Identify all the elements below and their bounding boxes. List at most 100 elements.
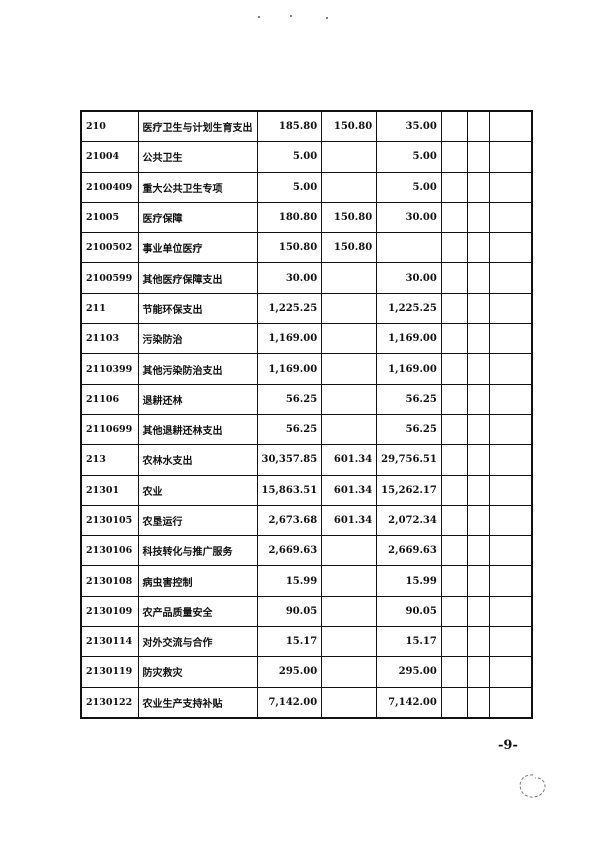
project-cell <box>376 232 442 264</box>
name-cell: 退耕还林 <box>137 383 258 415</box>
total-cell: 1,225.25 <box>256 292 323 325</box>
empty-cell <box>440 686 468 719</box>
empty-cell <box>466 413 490 446</box>
total-cell: 150.80 <box>256 232 323 264</box>
total-cell: 2,669.63 <box>256 535 323 567</box>
basic-cell: 601.34 <box>321 474 378 506</box>
table-row: 2130122 农业生产支持补贴 7,142.00 7,142.00 <box>80 686 533 719</box>
name-cell: 其他退耕还林支出 <box>137 413 258 446</box>
table-row: 2110699 其他退耕还林支出 56.25 56.25 <box>80 413 533 446</box>
table-row: 2130114 对外交流与合作 15.17 15.17 <box>80 626 533 658</box>
code-cell: 2100599 <box>80 262 139 294</box>
code-cell: 2130114 <box>80 626 139 658</box>
total-cell: 1,169.00 <box>256 353 323 385</box>
code-cell: 2130109 <box>80 595 139 628</box>
basic-cell: 150.80 <box>321 110 378 143</box>
project-cell: 35.00 <box>376 110 442 143</box>
table-row: 2130109 农产品质量安全 90.05 90.05 <box>80 595 533 628</box>
basic-cell: 601.34 <box>321 504 378 537</box>
basic-cell <box>321 292 378 325</box>
empty-cell <box>440 262 468 294</box>
empty-cell <box>440 383 468 415</box>
name-cell: 农垦运行 <box>137 504 258 537</box>
project-cell: 1,225.25 <box>376 292 442 325</box>
empty-cell <box>488 383 533 415</box>
table-row: 2100502 事业单位医疗 150.80 150.80 <box>80 232 533 264</box>
table-row: 2100599 其他医疗保障支出 30.00 30.00 <box>80 262 533 294</box>
empty-cell <box>488 141 533 173</box>
name-cell: 对外交流与合作 <box>137 626 258 658</box>
name-cell: 防灾救灾 <box>137 656 258 688</box>
empty-cell <box>488 292 533 325</box>
code-cell: 210 <box>80 110 139 143</box>
empty-cell <box>466 474 490 506</box>
empty-cell <box>440 353 468 385</box>
empty-cell <box>466 383 490 415</box>
project-cell: 30.00 <box>376 262 442 294</box>
total-cell: 7,142.00 <box>256 686 323 719</box>
basic-cell <box>321 413 378 446</box>
table-row: 210 医疗卫生与计划生育支出 185.80 150.80 35.00 <box>80 110 533 143</box>
total-cell: 2,673.68 <box>256 504 323 537</box>
empty-cell <box>466 171 490 203</box>
code-cell: 2110699 <box>80 413 139 446</box>
empty-cell <box>466 504 490 537</box>
empty-cell <box>440 110 468 143</box>
code-cell: 21103 <box>80 323 139 355</box>
code-cell: 2130108 <box>80 565 139 597</box>
name-cell: 其他医疗保障支出 <box>137 262 258 294</box>
name-cell: 节能环保支出 <box>137 292 258 325</box>
project-cell: 56.25 <box>376 383 442 415</box>
code-cell: 2110399 <box>80 353 139 385</box>
budget-table: 210 医疗卫生与计划生育支出 185.80 150.80 35.00 21004 公共卫生… <box>80 110 534 719</box>
project-cell: 56.25 <box>376 413 442 446</box>
empty-cell <box>440 171 468 203</box>
empty-cell <box>440 474 468 506</box>
basic-cell: 601.34 <box>321 444 378 476</box>
total-cell: 90.05 <box>256 595 323 628</box>
empty-cell <box>466 444 490 476</box>
basic-cell <box>321 686 378 719</box>
table-row: 21004 公共卫生 5.00 5.00 <box>80 141 533 173</box>
basic-cell <box>321 262 378 294</box>
project-cell: 15,262.17 <box>376 474 442 506</box>
empty-cell <box>488 232 533 264</box>
table-row: 2130105 农垦运行 2,673.68 601.34 2,072.34 <box>80 504 533 537</box>
name-cell: 医疗卫生与计划生育支出 <box>137 110 258 143</box>
code-cell: 21004 <box>80 141 139 173</box>
empty-cell <box>466 656 490 688</box>
code-cell: 2130122 <box>80 686 139 719</box>
empty-cell <box>488 656 533 688</box>
empty-cell <box>488 323 533 355</box>
total-cell: 5.00 <box>256 171 323 203</box>
empty-cell <box>440 413 468 446</box>
name-cell: 农业生产支持补贴 <box>137 686 258 719</box>
empty-cell <box>466 201 490 234</box>
table-row: 21103 污染防治 1,169.00 1,169.00 <box>80 323 533 355</box>
empty-cell <box>488 535 533 567</box>
total-cell: 295.00 <box>256 656 323 688</box>
project-cell: 1,169.00 <box>376 353 442 385</box>
empty-cell <box>440 626 468 658</box>
empty-cell <box>488 201 533 234</box>
empty-cell <box>488 626 533 658</box>
table-row: 21106 退耕还林 56.25 56.25 <box>80 383 533 415</box>
basic-cell <box>321 353 378 385</box>
scribble-mark <box>519 774 546 798</box>
table-row: 2100409 重大公共卫生专项 5.00 5.00 <box>80 171 533 203</box>
empty-cell <box>466 110 490 143</box>
total-cell: 1,169.00 <box>256 323 323 355</box>
code-cell: 21301 <box>80 474 139 506</box>
empty-cell <box>440 323 468 355</box>
total-cell: 30.00 <box>256 262 323 294</box>
page-number: -9- <box>498 738 518 753</box>
empty-cell <box>440 656 468 688</box>
project-cell: 2,669.63 <box>376 535 442 567</box>
empty-cell <box>488 171 533 203</box>
code-cell: 211 <box>80 292 139 325</box>
project-cell: 7,142.00 <box>376 686 442 719</box>
name-cell: 医疗保障 <box>137 201 258 234</box>
name-cell: 科技转化与推广服务 <box>137 535 258 567</box>
basic-cell <box>321 141 378 173</box>
table-row: 2130119 防灾救灾 295.00 295.00 <box>80 656 533 688</box>
